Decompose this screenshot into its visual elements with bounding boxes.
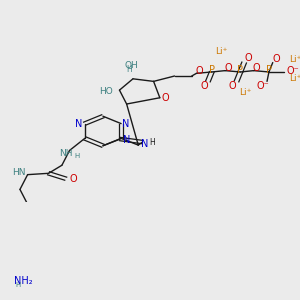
Text: N: N <box>75 118 83 129</box>
Text: Li⁺: Li⁺ <box>290 74 300 83</box>
Text: NH: NH <box>59 149 73 158</box>
Text: P: P <box>209 65 215 75</box>
Text: H: H <box>15 282 21 288</box>
Text: O: O <box>244 53 252 63</box>
Text: H: H <box>126 65 132 74</box>
Text: O⁻: O⁻ <box>286 66 299 76</box>
Text: P: P <box>266 65 272 75</box>
Text: O: O <box>224 63 232 73</box>
Text: O: O <box>253 63 260 73</box>
Text: N: N <box>122 118 130 129</box>
Text: H: H <box>74 153 80 159</box>
Text: Li⁺: Li⁺ <box>290 56 300 64</box>
Text: P: P <box>237 65 243 75</box>
Text: O: O <box>200 81 208 91</box>
Text: OH: OH <box>124 61 138 70</box>
Text: O: O <box>273 53 280 64</box>
Text: O: O <box>196 66 203 76</box>
Text: N: N <box>123 135 130 145</box>
Text: O⁻: O⁻ <box>257 81 270 91</box>
Text: NH₂: NH₂ <box>14 276 33 286</box>
Text: HN: HN <box>12 168 26 177</box>
Text: Li⁺: Li⁺ <box>215 47 227 56</box>
Text: O: O <box>70 174 77 184</box>
Text: N: N <box>141 140 148 149</box>
Text: HO: HO <box>99 87 113 96</box>
Text: Li⁺: Li⁺ <box>239 88 251 97</box>
Text: O: O <box>162 93 170 103</box>
Text: H: H <box>149 138 155 147</box>
Text: O: O <box>229 81 236 91</box>
